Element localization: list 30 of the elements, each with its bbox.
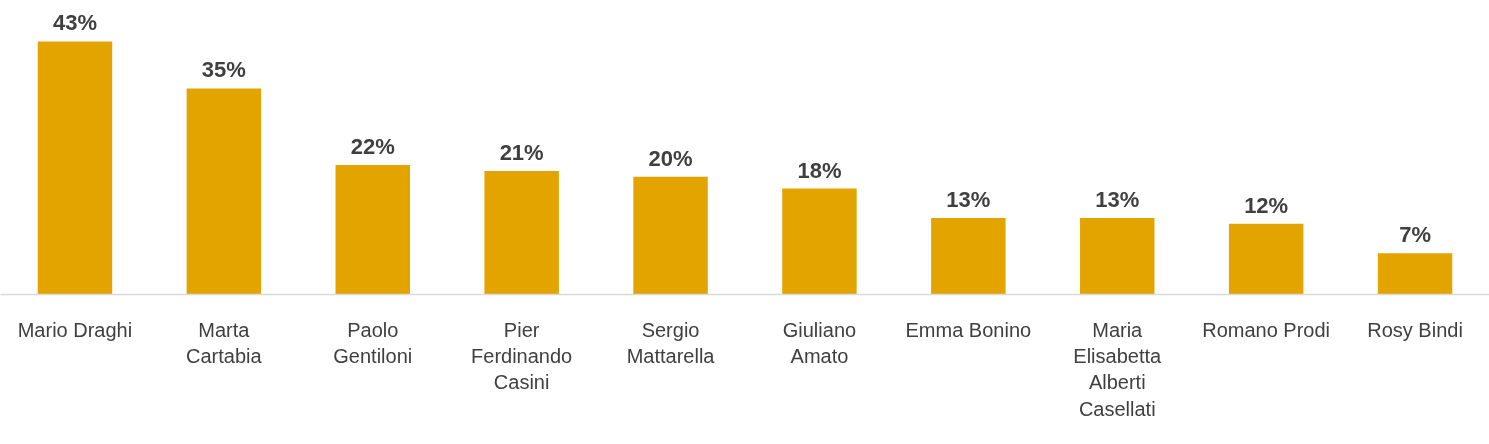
bar [1377, 253, 1453, 295]
data-label: 13% [1095, 186, 1140, 212]
bar [37, 41, 113, 295]
data-label: 35% [201, 57, 246, 83]
data-label: 7% [1399, 222, 1431, 248]
data-label: 18% [797, 157, 842, 183]
bar [1228, 223, 1304, 295]
data-label: 43% [52, 10, 97, 36]
x-tick-label: Paolo Gentiloni [333, 318, 413, 367]
bar [335, 165, 410, 295]
data-label: 22% [350, 134, 395, 160]
data-label: 13% [946, 186, 991, 212]
bar [186, 88, 262, 295]
x-tick-label: Marta Cartabia [186, 318, 263, 367]
x-tick-label: Giuliano Amato [782, 318, 857, 367]
bar [633, 176, 708, 295]
bar [931, 217, 1006, 295]
x-tick-label: Mario Draghi [17, 318, 133, 341]
bar [484, 170, 559, 295]
x-tick-label: Emma Bonino [905, 318, 1032, 341]
x-tick-label: Romano Prodi [1202, 318, 1331, 341]
bar [1080, 217, 1155, 295]
bar [782, 188, 857, 295]
data-label: 21% [499, 139, 544, 165]
x-tick-label: Pier Ferdinando Casini [471, 318, 573, 394]
data-label: 12% [1244, 192, 1289, 218]
data-label: 20% [648, 145, 693, 171]
x-tick-label: Maria Elisabetta Alberti Casellati [1073, 318, 1163, 420]
x-tick-label: Rosy Bindi [1367, 318, 1463, 341]
x-tick-label: Sergio Mattarella [626, 318, 716, 367]
